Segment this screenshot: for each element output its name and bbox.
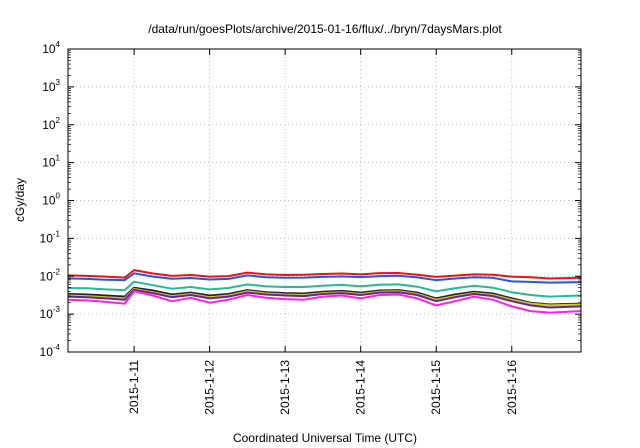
y-tick-exponent: 1 <box>56 154 61 163</box>
series-line-6 <box>67 288 582 309</box>
x-tick-label: 2015-1-13 <box>278 360 292 415</box>
y-tick-exponent: 4 <box>56 40 61 49</box>
y-tick-label: 10-2 <box>40 267 61 283</box>
y-axis-label: cGy/day <box>13 178 27 222</box>
y-tick-exponent: 2 <box>56 116 61 125</box>
y-tick-label: 100 <box>42 192 60 208</box>
y-tick-exponent: -2 <box>53 267 61 276</box>
y-tick-base: 10 <box>40 231 54 245</box>
y-tick-base: 10 <box>40 345 54 359</box>
y-tick-base: 10 <box>40 269 54 283</box>
y-tick-label: 10-4 <box>40 343 61 359</box>
x-tick-label: 2015-1-14 <box>354 360 368 415</box>
series-line-3 <box>67 280 582 298</box>
series-line-1 <box>67 269 582 280</box>
y-tick-base: 10 <box>42 118 56 132</box>
y-tick-base: 10 <box>42 156 56 170</box>
y-tick-label: 101 <box>42 154 60 170</box>
y-tick-label: 104 <box>42 40 60 56</box>
x-tick-label: 2015-1-12 <box>203 360 217 415</box>
y-tick-exponent: 3 <box>56 78 61 87</box>
x-tick-label: 2015-1-15 <box>429 360 443 415</box>
series-line-7 <box>67 290 582 314</box>
x-axis-label: Coordinated Universal Time (UTC) <box>233 431 417 445</box>
y-tick-exponent: -1 <box>53 229 61 238</box>
series-layer <box>67 269 582 314</box>
x-tick-label: 2015-1-16 <box>505 360 519 415</box>
series-line-2 <box>67 272 582 284</box>
y-tick-label: 10-1 <box>40 229 61 245</box>
y-tick-base: 10 <box>42 80 56 94</box>
grid <box>68 49 581 352</box>
x-axis: 2015-1-11 2015-1-12 2015-1-13 2015-1-14 2015… <box>127 49 519 415</box>
y-tick-exponent: -3 <box>53 305 61 314</box>
y-tick-label: 103 <box>42 78 60 94</box>
y-tick-label: 102 <box>42 116 60 132</box>
y-tick-label: 10-3 <box>40 305 61 321</box>
series-line-4 <box>67 286 582 306</box>
y-tick-exponent: -4 <box>53 343 61 352</box>
y-tick-base: 10 <box>40 307 54 321</box>
chart-title: /data/run/goesPlots/archive/2015-01-16/f… <box>148 22 502 36</box>
x-tick-label: 2015-1-11 <box>127 360 141 414</box>
y-tick-base: 10 <box>42 42 56 56</box>
y-tick-base: 10 <box>42 194 56 208</box>
y-tick-exponent: 0 <box>56 192 61 201</box>
